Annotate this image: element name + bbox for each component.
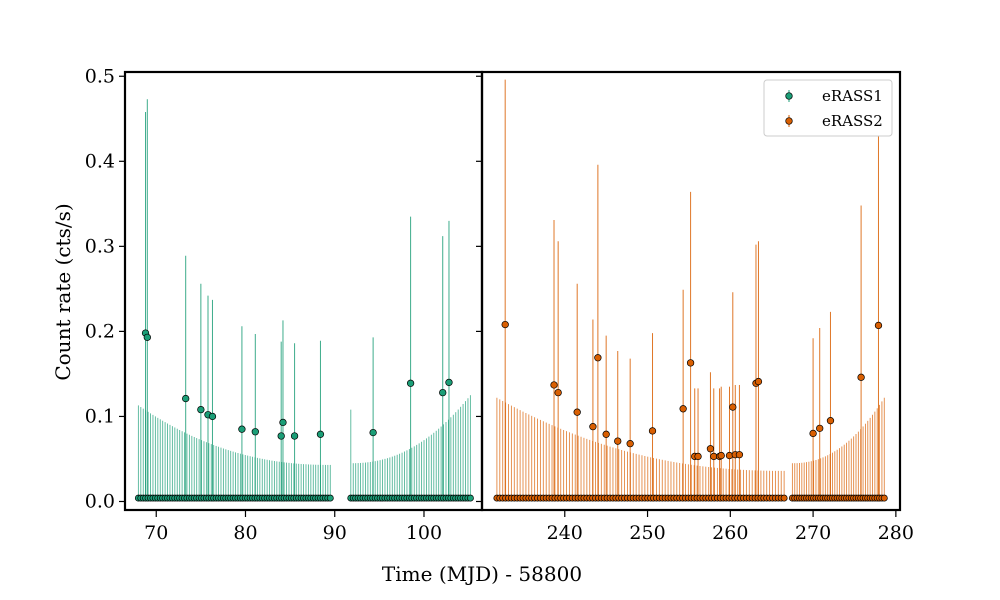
detection-marker <box>626 440 634 448</box>
detection-marker <box>809 429 817 438</box>
detection-marker <box>501 320 509 329</box>
detection-marker <box>208 412 217 421</box>
detection-marker <box>706 445 715 453</box>
x-tick-label: 100 <box>406 522 442 544</box>
detection-marker <box>874 321 883 330</box>
legend-marker <box>785 117 793 125</box>
panel-frame <box>480 70 902 512</box>
y-tick-label: 0.3 <box>85 235 115 257</box>
detection-marker <box>238 425 246 433</box>
detection-marker <box>182 394 190 403</box>
x-tick-label: 240 <box>547 522 583 544</box>
detection-marker <box>816 424 824 433</box>
zero-rate-marker <box>780 494 788 502</box>
legend: eRASS1 eRASS2 <box>763 79 893 137</box>
detection-marker <box>406 379 415 387</box>
detection-marker <box>277 432 285 440</box>
y-tick-label: 0.5 <box>85 65 115 87</box>
detection-marker <box>197 405 205 414</box>
panel-frame <box>123 70 484 512</box>
detection-marker <box>594 354 602 362</box>
data-markers <box>134 320 888 502</box>
y-tick-label: 0.4 <box>85 150 115 172</box>
detection-marker <box>694 452 702 461</box>
detection-marker <box>316 430 325 438</box>
detection-marker <box>648 427 657 435</box>
detection-marker <box>573 408 581 416</box>
detection-marker <box>279 418 287 427</box>
detection-marker <box>602 430 610 438</box>
y-tick-label: 0.2 <box>85 320 115 342</box>
x-axis-title: Time (MJD) - 58800 <box>382 562 582 586</box>
legend-label: eRASS2 <box>822 112 883 130</box>
x-tick-label: 70 <box>144 522 168 544</box>
x-tick-label: 250 <box>629 522 665 544</box>
detection-marker <box>735 451 744 459</box>
detection-marker <box>439 388 447 397</box>
y-tick-label: 0.1 <box>85 405 115 427</box>
detection-marker <box>857 373 865 381</box>
x-tick-label: 90 <box>323 522 347 544</box>
detection-marker <box>445 378 453 387</box>
y-tick-label: 0.0 <box>85 490 115 512</box>
zero-rate-marker <box>466 494 474 502</box>
zero-rate-marker <box>326 494 334 502</box>
error-bars <box>137 79 885 502</box>
detection-marker <box>143 333 151 342</box>
detection-marker <box>686 359 695 367</box>
detection-marker <box>554 388 562 397</box>
detection-marker <box>717 451 725 460</box>
detection-marker <box>589 423 597 431</box>
detection-marker <box>826 417 835 425</box>
detection-marker <box>679 405 687 413</box>
x-tick-label: 280 <box>878 522 914 544</box>
detection-marker <box>369 428 377 437</box>
legend-box <box>763 79 893 137</box>
detection-marker <box>729 403 737 411</box>
y-axis-title: Count rate (cts/s) <box>51 203 75 380</box>
legend-label: eRASS1 <box>822 87 883 105</box>
detection-marker <box>290 432 299 440</box>
x-tick-label: 260 <box>712 522 748 544</box>
detection-marker <box>614 437 622 445</box>
detection-marker <box>251 428 259 436</box>
legend-marker <box>785 92 793 100</box>
x-tick-label: 270 <box>795 522 831 544</box>
x-tick-label: 80 <box>233 522 257 544</box>
zero-rate-marker <box>880 494 888 502</box>
detection-marker <box>754 377 763 386</box>
axes: 70 80 90 100 0.0 0.1 0.2 0.3 0.4 0.5 240 250 260 270 2… <box>85 65 914 544</box>
detection-marker <box>550 381 558 389</box>
